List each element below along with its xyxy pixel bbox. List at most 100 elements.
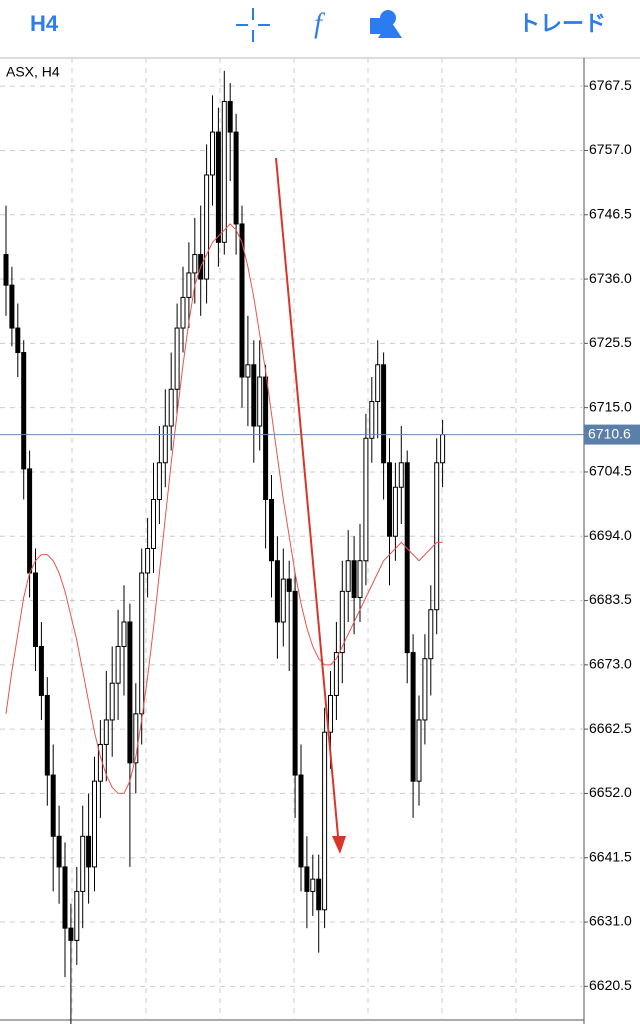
candle-body [251,364,257,427]
candle-body [434,462,440,611]
crosshair-button[interactable] [236,8,270,42]
candle-body [333,652,339,696]
candle-body [103,719,109,745]
y-tick-label: 6746.5 [589,205,632,221]
candle-body [151,499,156,549]
candle-body [15,327,21,354]
candle-body [322,731,328,911]
candle-body [369,401,375,439]
candle-body [375,364,381,403]
candle-body [92,780,97,868]
candle-body [398,462,404,488]
candle-body [133,713,139,764]
y-tick-label: 6631.0 [589,913,632,929]
candle-body [156,462,162,501]
candle-body [145,547,151,574]
candle-body [428,609,434,660]
trade-button[interactable]: トレード [518,11,606,36]
plot [0,70,584,1027]
candle-body [387,462,392,537]
candle-body [210,131,215,176]
y-tick-label: 6767.5 [589,77,632,93]
timeframe-button[interactable]: H4 [30,11,59,36]
y-tick-label: 6683.5 [589,591,632,607]
vertical-grid [71,58,517,1020]
candle-body [9,284,15,329]
candle-body [80,835,86,892]
candle-body [233,131,239,225]
y-tick-label: 6673.0 [589,656,632,672]
candle-body [180,296,186,329]
candle-body [263,376,269,501]
current-price-box [584,424,640,445]
candle-body [381,364,387,464]
y-tick-label: 6641.5 [589,848,632,864]
candle-body [310,878,316,892]
candle-body [328,694,333,733]
y-tick-label: 6694.0 [589,527,632,543]
candle-body [269,499,274,562]
candle-body [38,645,44,696]
candle-body [304,866,310,892]
candle-body [274,560,280,623]
candle-body [86,835,92,868]
candle-body [298,774,304,868]
candle-body [345,560,351,592]
candle-body [339,590,345,654]
candle-body [139,572,145,715]
candle-body [410,652,416,782]
candle-body [245,364,251,378]
candle-body [257,376,263,427]
candle-body [168,388,174,427]
toolbar [0,0,640,58]
candle-body [74,890,80,941]
candle-body [422,658,428,721]
candle-body [286,578,292,592]
y-tick-label: 6715.0 [589,398,632,414]
candle-body [440,434,446,464]
candle-body [292,590,298,776]
candle-body [192,254,198,274]
candle-body [121,621,127,647]
trend-arrow [275,157,346,854]
candle-body [416,719,422,782]
candle-body [316,878,322,911]
candle-body [162,425,168,464]
candle-body [204,174,210,280]
y-tick-label: 6736.0 [589,270,632,286]
moving-average [5,223,443,794]
objects-button[interactable] [370,10,402,38]
y-tick-label: 6725.5 [589,334,632,350]
candle-body [186,272,192,298]
candle-body [109,682,115,721]
candle-body [115,645,121,684]
y-tick-label: 6652.0 [589,784,632,800]
candle-body [68,927,74,941]
candle-body [404,462,410,654]
candle-body [239,223,245,378]
candle-body [363,437,369,562]
y-tick-label: 6704.5 [589,463,632,479]
candle-body [62,866,68,929]
candle-body [227,100,233,133]
candle-body [221,100,227,243]
candle-body [351,560,357,598]
current-price-label: 6710.6 [588,425,631,441]
y-tick-label: 6620.5 [589,977,632,993]
candle-body [27,468,33,574]
candle-body [392,486,398,537]
y-tick-label: 6757.0 [589,141,632,157]
indicator-button[interactable]: f [314,8,325,39]
candle-body [280,578,286,623]
candle-body [215,131,221,243]
candle-body [50,774,56,837]
candle-body [33,572,38,647]
candle-body [357,560,363,598]
symbol-label: ASX, H4 [6,64,60,80]
candle-body [127,621,133,764]
candle-body [44,694,50,776]
y-tick-label: 6662.5 [589,720,632,736]
candle-body [174,327,180,390]
candle-body [3,254,9,286]
